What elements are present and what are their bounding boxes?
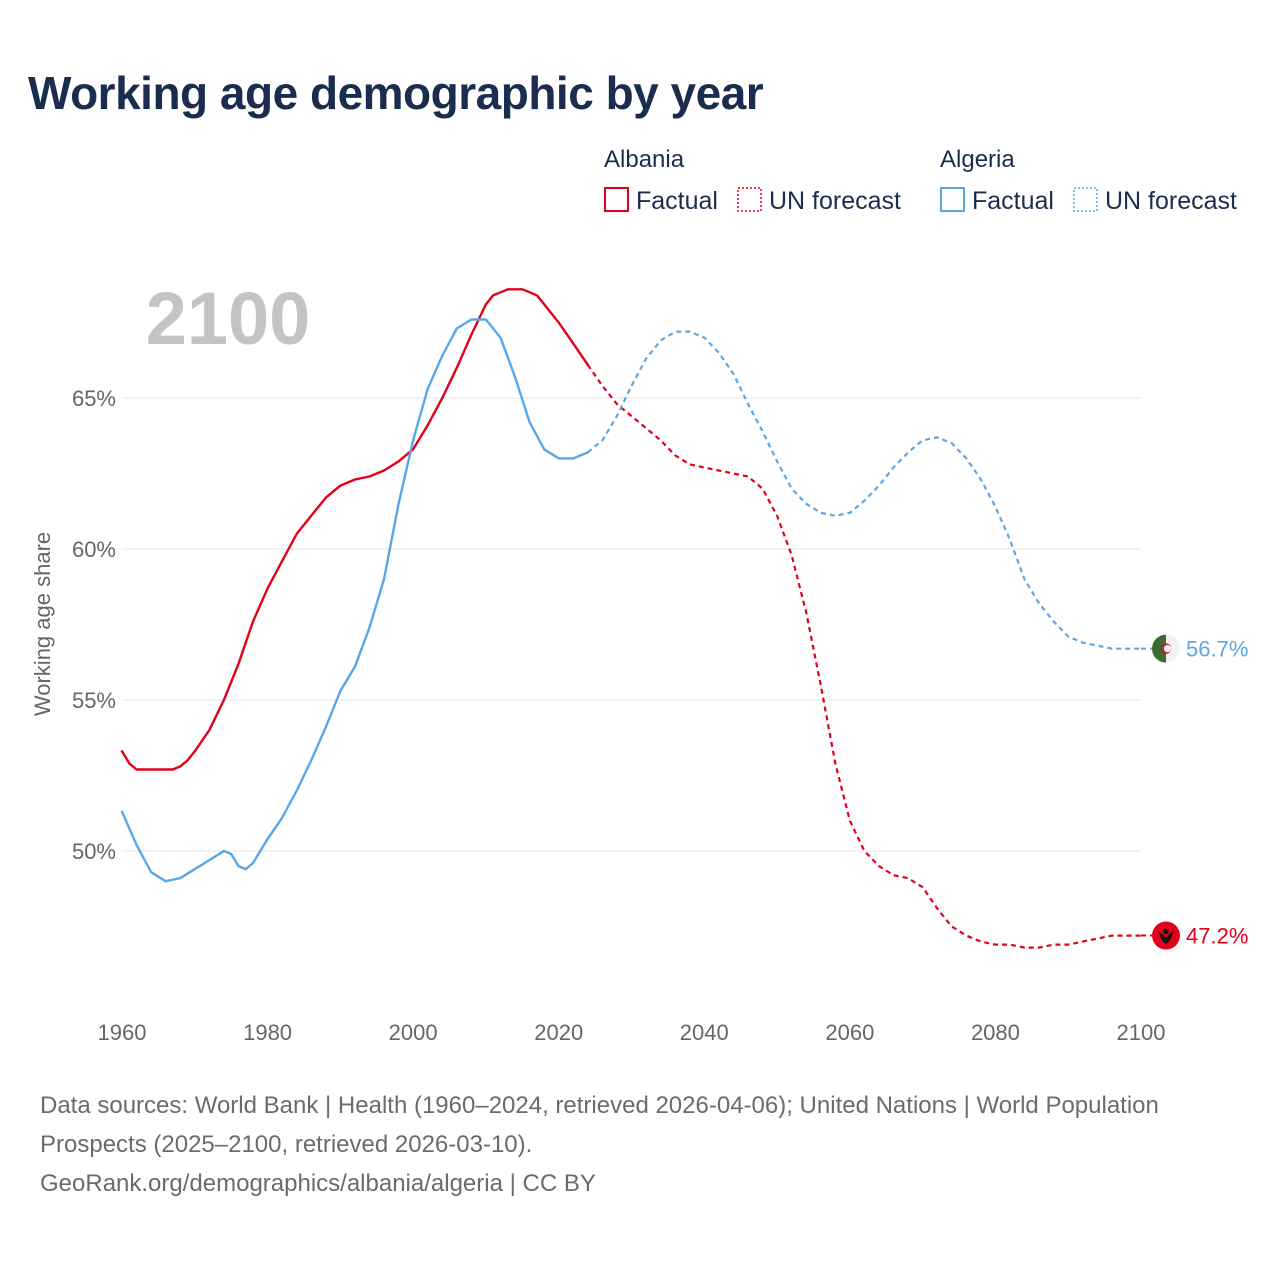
x-tick-1960: 1960 xyxy=(98,1020,147,1045)
x-tick-2040: 2040 xyxy=(680,1020,729,1045)
x-axis: 1960 1980 2000 2020 2040 2060 2080 2100 xyxy=(98,1020,1166,1045)
data-sources: Data sources: World Bank | Health (1960–… xyxy=(40,1092,1159,1158)
x-tick-1980: 1980 xyxy=(243,1020,292,1045)
legend-country-albania: Albania xyxy=(604,146,685,173)
y-axis: 50% 55% 60% 65% xyxy=(72,386,116,864)
legend-forecast-label: UN forecast xyxy=(1105,187,1237,215)
end-label-albania: 47.2% xyxy=(1186,924,1248,949)
legend-country-algeria: Algeria xyxy=(940,146,1015,173)
legend-group-algeria: Algeria Factual UN forecast xyxy=(940,146,1237,215)
legend-factual-swatch xyxy=(604,187,629,212)
end-marker-albania: 47.2% xyxy=(1141,921,1248,950)
legend: Albania Factual UN forecast Algeria Factual U… xyxy=(604,146,1237,215)
chart-title: Working age demographic by year xyxy=(28,67,764,119)
y-tick-65: 65% xyxy=(72,386,116,411)
chart-area: Albania Factual UN forecast Algeria Factual U… xyxy=(30,146,1248,1045)
legend-factual-label: Factual xyxy=(636,187,718,215)
y-tick-55: 55% xyxy=(72,688,116,713)
end-markers: 47.2% 56.7% xyxy=(1141,634,1248,950)
x-tick-2080: 2080 xyxy=(971,1020,1020,1045)
end-marker-algeria: 56.7% xyxy=(1141,634,1248,663)
y-axis-label: Working age share xyxy=(30,532,55,716)
series-lines xyxy=(120,288,1141,949)
x-tick-2060: 2060 xyxy=(825,1020,874,1045)
line-albania-factual xyxy=(120,288,589,771)
line-albania-forecast xyxy=(586,364,1141,949)
y-tick-60: 60% xyxy=(72,537,116,562)
legend-forecast-swatch xyxy=(1073,187,1098,212)
gridlines xyxy=(122,397,1141,852)
footer: Data sources: World Bank | Health (1960–… xyxy=(40,1086,1190,1203)
end-label-algeria: 56.7% xyxy=(1186,637,1248,662)
legend-forecast-swatch xyxy=(737,187,762,212)
y-tick-50: 50% xyxy=(72,839,116,864)
x-tick-2020: 2020 xyxy=(534,1020,583,1045)
legend-factual-swatch xyxy=(940,187,965,212)
albania-flag-icon xyxy=(1152,921,1180,950)
algeria-flag-icon xyxy=(1152,634,1180,663)
line-algeria-factual xyxy=(120,318,589,883)
legend-group-albania: Albania Factual UN forecast xyxy=(604,146,901,215)
legend-forecast-label: UN forecast xyxy=(769,187,901,215)
line-algeria-forecast xyxy=(587,330,1141,650)
x-tick-2100: 2100 xyxy=(1117,1020,1166,1045)
legend-factual-label: Factual xyxy=(972,187,1054,215)
year-watermark: 2100 xyxy=(146,277,311,360)
credit-link[interactable]: GeoRank.org/demographics/albania/algeria… xyxy=(40,1170,596,1197)
x-tick-2000: 2000 xyxy=(389,1020,438,1045)
